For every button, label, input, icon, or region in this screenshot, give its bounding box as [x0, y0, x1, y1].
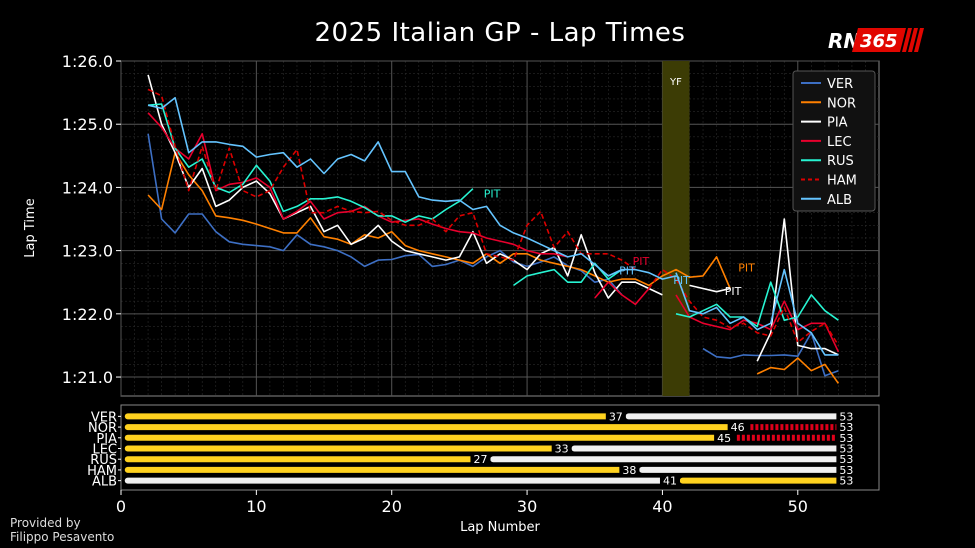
y-tick-label: 1:23.0: [62, 242, 113, 261]
series-line-rus: [148, 103, 474, 223]
pit-lap-bg: [714, 431, 735, 444]
final-lap-bg: [836, 421, 859, 434]
pit-lap-label: 27: [473, 453, 487, 466]
series-line-lec: [675, 294, 840, 353]
pit-annotation: PIT: [484, 188, 501, 201]
pit-lap-label: 46: [731, 421, 745, 434]
credit-line-1: Provided by: [10, 516, 81, 530]
logo-text-number: 365: [860, 31, 898, 52]
stint-driver-label: NOR: [88, 421, 117, 436]
pit-annotation: PIT: [673, 274, 690, 287]
series-line-alb: [675, 268, 839, 356]
stint-driver-label: RUS: [90, 453, 117, 468]
final-lap-label: 53: [839, 475, 853, 488]
x-tick-label: 50: [788, 497, 808, 516]
pit-lap-bg: [659, 474, 680, 487]
stint-driver-label: HAM: [87, 464, 117, 479]
x-axis-label: Lap Number: [460, 520, 540, 535]
series-line-pia: [147, 74, 663, 299]
pit-annotation: PIT: [633, 255, 650, 268]
legend-label: LEC: [827, 135, 852, 150]
final-lap-label: 53: [839, 421, 853, 434]
series-line-ham: [147, 88, 636, 271]
final-lap-bg: [836, 431, 859, 444]
x-tick-label: 30: [517, 497, 537, 516]
y-tick-label: 1:21.0: [62, 368, 113, 387]
final-lap-bg: [836, 442, 859, 455]
yellow-flag-label: YF: [669, 77, 682, 88]
final-lap-bg: [836, 474, 859, 487]
stint-driver-label: PIA: [96, 432, 117, 447]
pit-lap-bg: [470, 453, 491, 466]
rn365-logo: RN 365: [823, 26, 924, 54]
series-pia: [147, 74, 839, 362]
stint-driver-label: ALB: [92, 475, 117, 490]
legend-label: RUS: [827, 154, 854, 169]
series-line-lec: [594, 281, 650, 306]
y-tick-label: 1:24.0: [62, 178, 113, 197]
series-alb: [147, 96, 839, 356]
y-tick-label: 1:26.0: [62, 52, 113, 71]
plot-frame: [120, 60, 880, 397]
pit-lap-label: 45: [717, 432, 731, 445]
pit-annotation: PIT: [725, 285, 742, 298]
pit-lap-label: 37: [609, 410, 623, 423]
credit-line-2: Filippo Pesavento: [10, 530, 115, 544]
pit-lap-bg: [727, 421, 748, 434]
final-lap-label: 53: [839, 443, 853, 456]
chart-title: 2025 Italian GP - Lap Times: [314, 18, 686, 48]
y-tick-label: 1:22.0: [62, 305, 113, 324]
legend-label: NOR: [827, 96, 856, 111]
x-tick-label: 40: [652, 497, 672, 516]
x-tick-label: 20: [382, 497, 402, 516]
series-nor: [147, 151, 840, 384]
final-lap-label: 53: [839, 410, 853, 423]
series-line-pia: [756, 218, 839, 362]
stint-driver-label: LEC: [92, 443, 117, 458]
x-tick-label: 0: [116, 497, 126, 516]
final-lap-label: 53: [839, 453, 853, 466]
series-lec: [147, 112, 840, 353]
legend-label: PIA: [827, 116, 848, 131]
pit-lap-label: 38: [622, 464, 636, 477]
credit-text: Provided by Filippo Pesavento: [10, 516, 114, 544]
legend-label: ALB: [827, 193, 852, 208]
series-rus: [148, 103, 839, 328]
pit-lap-bg: [619, 463, 640, 476]
y-tick-label: 1:25.0: [62, 115, 113, 134]
pit-lap-bg: [551, 442, 572, 455]
final-lap-bg: [836, 410, 859, 423]
pit-lap-bg: [605, 410, 626, 423]
series-line-alb: [147, 96, 677, 280]
pit-lap-label: 33: [555, 443, 569, 456]
pit-lap-label: 41: [663, 475, 677, 488]
series-line-nor: [756, 357, 840, 384]
final-lap-bg: [836, 463, 859, 476]
yellow-flag-region: [662, 61, 690, 396]
y-axis-label: Lap Time: [23, 198, 38, 257]
pit-annotation: PIT: [619, 265, 636, 278]
stint-driver-label: VER: [91, 410, 117, 425]
legend-label: HAM: [827, 174, 857, 189]
legend-label: VER: [827, 77, 853, 92]
series-line-rus: [675, 281, 839, 328]
x-tick-label: 10: [246, 497, 266, 516]
series-line-lec: [147, 112, 568, 258]
final-lap-label: 53: [839, 464, 853, 477]
final-lap-bg: [836, 453, 859, 466]
series-line-pia: [689, 284, 731, 293]
series-line-nor: [147, 151, 731, 289]
series-line-rus: [513, 262, 623, 287]
pit-annotation: PIT: [738, 261, 755, 274]
series-line-ver: [702, 331, 839, 377]
legend-box: [792, 70, 876, 212]
final-lap-label: 53: [839, 432, 853, 445]
